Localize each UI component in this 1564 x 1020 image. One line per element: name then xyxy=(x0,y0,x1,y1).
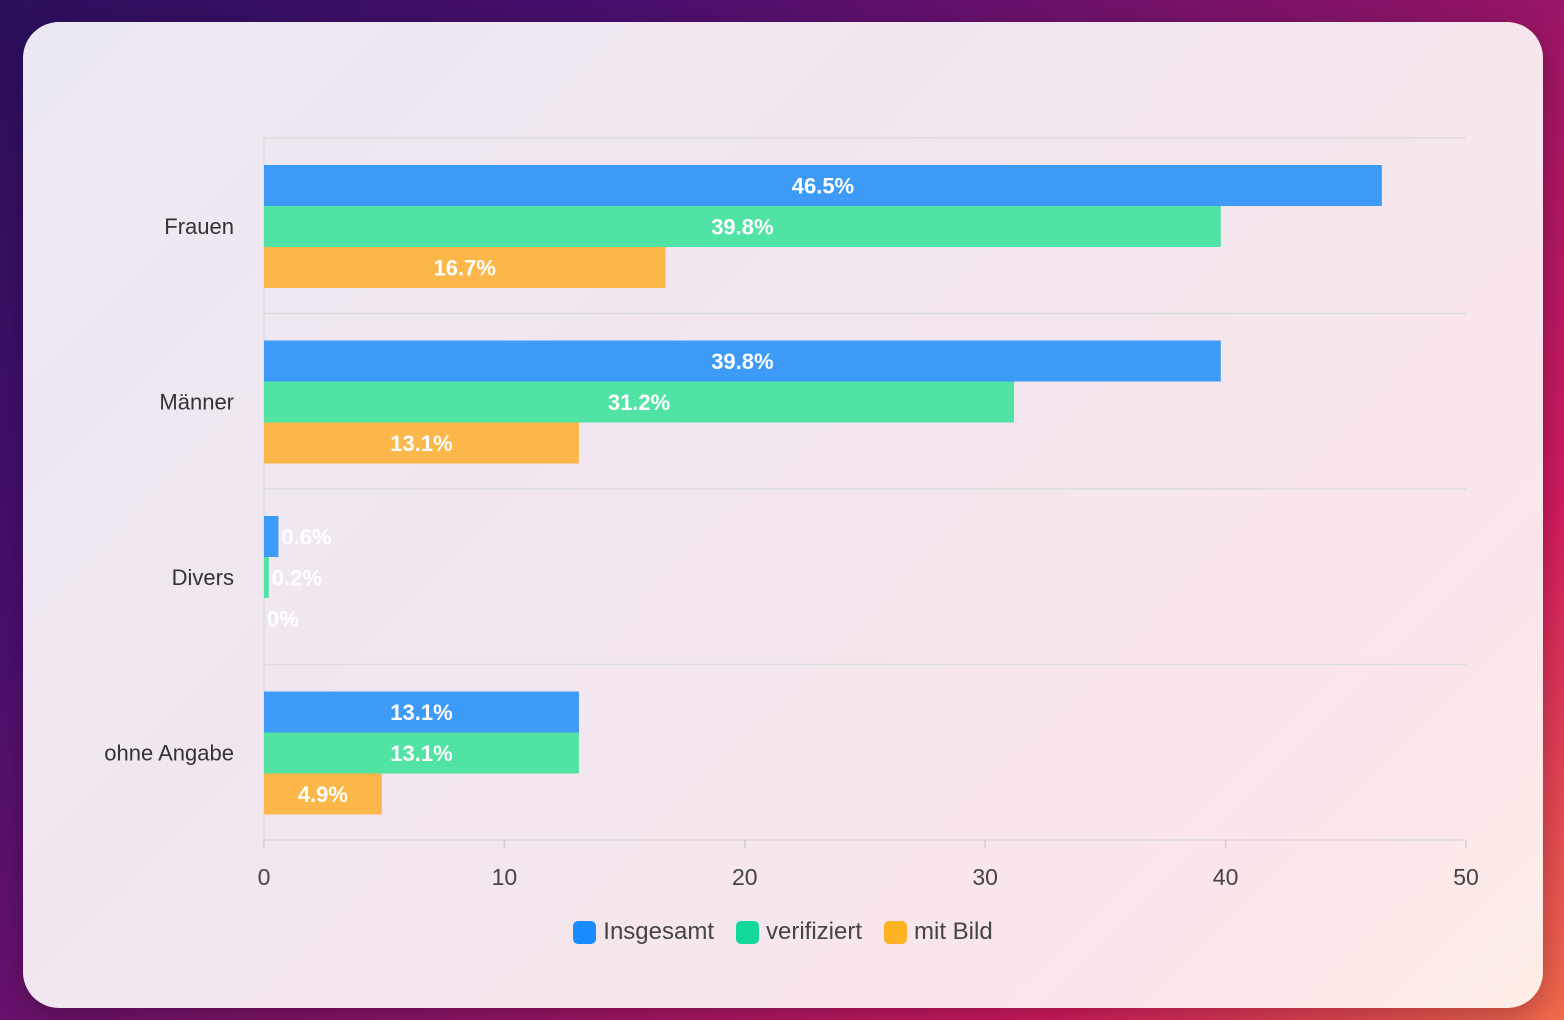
x-tick-label: 30 xyxy=(972,864,998,890)
legend: Insgesamt verifiziert mit Bild xyxy=(23,918,1543,946)
bar xyxy=(264,516,279,557)
legend-swatch-insgesamt xyxy=(573,920,597,944)
data-label: 4.9% xyxy=(298,782,348,807)
data-label: 16.7% xyxy=(434,256,496,281)
bar xyxy=(264,247,666,288)
data-label: 0.2% xyxy=(272,566,322,591)
legend-label-verifiziert: verifiziert xyxy=(766,918,863,945)
x-tick-label: 50 xyxy=(1453,864,1479,890)
bar xyxy=(264,732,579,774)
data-label: 39.8% xyxy=(711,215,773,240)
data-label: 46.5% xyxy=(792,174,854,199)
legend-item-mit-bild[interactable]: mit Bild xyxy=(884,918,993,946)
category-label: Frauen xyxy=(164,214,234,239)
bar-chart: 0 10 20 30 40 50 Frauen 46.5% 39.8% 16.7% Männer 39… xyxy=(104,137,1479,890)
category-label: Divers xyxy=(172,565,234,590)
data-label: 0.6% xyxy=(281,525,331,550)
chart-card: 0 10 20 30 40 50 Frauen 46.5% 39.8% 16.7% Männer 39… xyxy=(23,22,1543,1008)
category-label: ohne Angabe xyxy=(104,740,234,765)
x-tick-label: 10 xyxy=(492,864,518,890)
x-tick-label: 40 xyxy=(1213,864,1239,890)
bar xyxy=(264,557,269,598)
bar xyxy=(264,381,1015,423)
legend-item-verifiziert[interactable]: verifiziert xyxy=(736,918,862,946)
data-label: 0% xyxy=(267,607,299,632)
legend-label-insgesamt: Insgesamt xyxy=(603,918,714,945)
legend-item-insgesamt[interactable]: Insgesamt xyxy=(573,918,714,946)
x-tick-label: 20 xyxy=(732,864,758,890)
bar xyxy=(264,165,1382,206)
legend-swatch-mit-bild xyxy=(884,920,908,944)
data-label: 31.2% xyxy=(608,390,670,415)
legend-swatch-verifiziert xyxy=(736,920,759,944)
bar xyxy=(264,340,1221,382)
bar xyxy=(264,422,579,464)
data-label: 13.1% xyxy=(390,700,452,725)
bar xyxy=(264,206,1221,247)
data-label: 13.1% xyxy=(390,431,452,456)
data-label: 39.8% xyxy=(711,349,773,374)
bar xyxy=(264,773,382,815)
x-tick-label: 0 xyxy=(258,864,271,890)
legend-label-mit-bild: mit Bild xyxy=(914,918,993,945)
category-label: Männer xyxy=(159,389,234,414)
data-label: 13.1% xyxy=(390,741,452,766)
bar xyxy=(264,691,579,733)
